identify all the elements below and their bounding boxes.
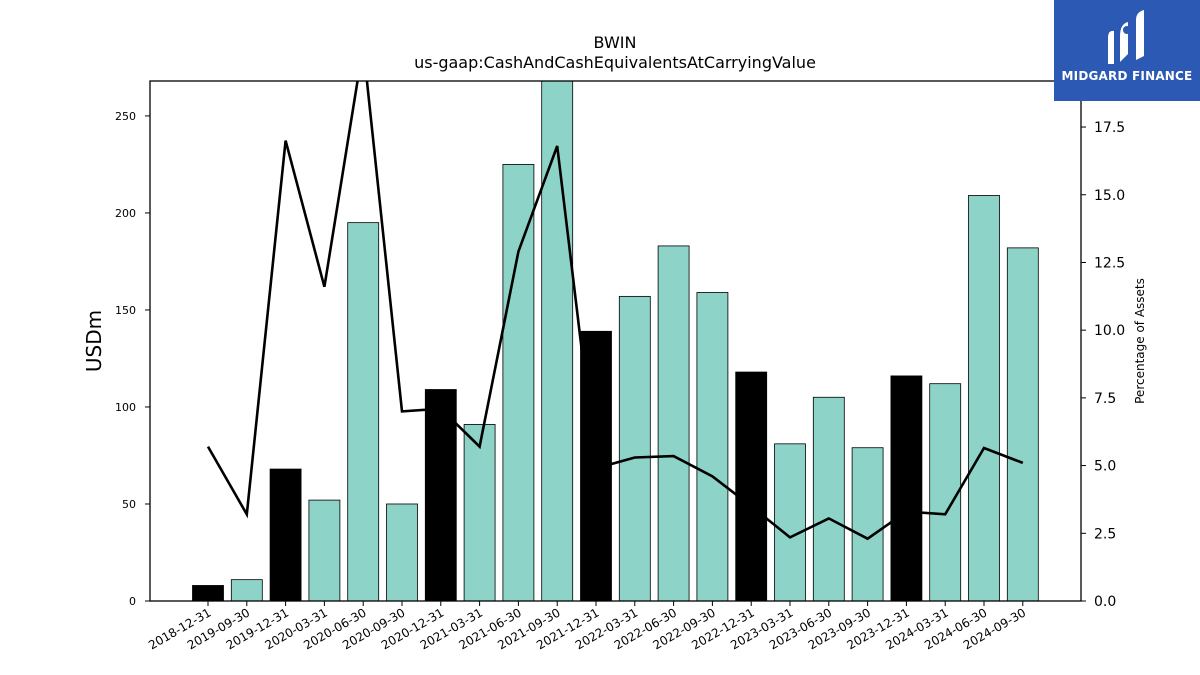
y2-axis-label: Percentage of Assets bbox=[1133, 278, 1147, 404]
bar-2020-09-30 bbox=[386, 503, 418, 601]
y2-tick-label-12.5: 12.5 bbox=[1094, 255, 1125, 271]
y2-tick-label-7.5: 7.5 bbox=[1094, 391, 1116, 407]
bar-2019-12-31 bbox=[269, 468, 302, 601]
y-tick-label-200: 200 bbox=[115, 207, 136, 220]
bar-2024-06-30 bbox=[968, 195, 1000, 601]
y-axis-label: USDm bbox=[82, 310, 106, 372]
bar-2023-12-31 bbox=[890, 375, 923, 601]
logo-text: MIDGARD FINANCE bbox=[1061, 69, 1193, 83]
y2-tick-label-5.0: 5.0 bbox=[1094, 459, 1116, 475]
bar-2020-12-31 bbox=[424, 389, 457, 601]
y2-tick-label-0.0: 0.0 bbox=[1094, 594, 1116, 610]
bar-2018-12-31 bbox=[192, 585, 224, 601]
y2-tick-label-2.5: 2.5 bbox=[1094, 526, 1116, 542]
bar-2022-12-31 bbox=[735, 371, 768, 601]
logo-mark-icon bbox=[1108, 10, 1144, 64]
midgard-finance-logo: MIDGARD FINANCE bbox=[1054, 0, 1200, 101]
bar-2024-03-31 bbox=[929, 383, 962, 601]
bar-2021-06-30 bbox=[502, 164, 535, 601]
bar-2021-09-30 bbox=[541, 81, 574, 601]
bar-2024-09-30 bbox=[1006, 247, 1039, 601]
bar-2023-06-30 bbox=[812, 396, 845, 601]
bar-2019-09-30 bbox=[230, 579, 263, 601]
chart-title: BWIN bbox=[594, 33, 637, 52]
bar-2021-03-31 bbox=[463, 424, 496, 601]
y-tick-label-100: 100 bbox=[115, 401, 136, 414]
bar-2022-09-30 bbox=[696, 292, 729, 601]
y2-tick-label-15.0: 15.0 bbox=[1094, 188, 1125, 204]
y2-tick-label-10.0: 10.0 bbox=[1094, 323, 1125, 339]
bar-2023-03-31 bbox=[774, 443, 806, 601]
plot-area: 0 50 100 150 200 250 0.0 2.5 5.0 7.5 10.0 12.5 15.0 1… bbox=[115, 80, 1125, 652]
y-tick-label-150: 150 bbox=[115, 304, 136, 317]
y-tick-label-50: 50 bbox=[122, 498, 136, 511]
y-tick-label-0: 0 bbox=[129, 595, 136, 608]
chart-subtitle: us-gaap:CashAndCashEquivalentsAtCarrying… bbox=[414, 53, 816, 72]
bar-2022-03-31 bbox=[618, 295, 651, 601]
y2-tick-label-17.5: 17.5 bbox=[1094, 120, 1125, 136]
bar-2020-06-30 bbox=[347, 222, 380, 601]
bar-2022-06-30 bbox=[657, 245, 690, 601]
plot-frame bbox=[149, 80, 1082, 602]
bar-2020-03-31 bbox=[308, 499, 341, 601]
y-tick-label-250: 250 bbox=[115, 110, 136, 123]
percentage-line bbox=[206, 81, 1024, 541]
bar-2023-09-30 bbox=[851, 447, 884, 601]
